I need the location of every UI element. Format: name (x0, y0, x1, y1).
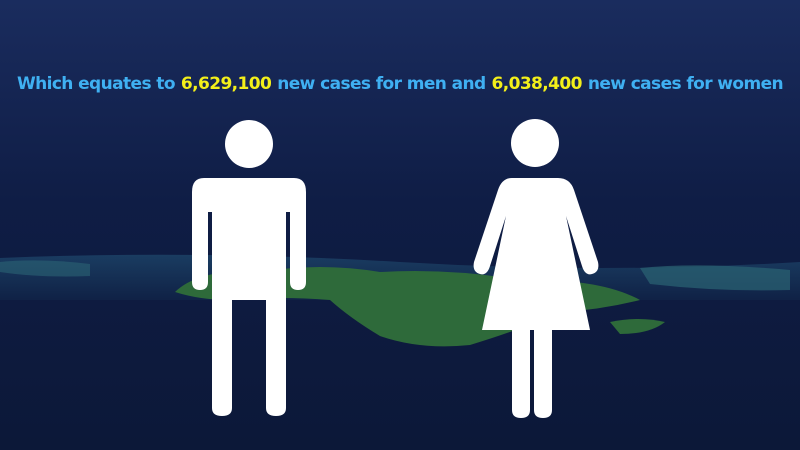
headline-lead: Which equates to (16, 74, 176, 94)
man-icon (192, 120, 306, 416)
map-island (610, 319, 665, 334)
headline: Which equates to 6,629,100 new cases for m… (0, 74, 800, 94)
map-land-far (640, 265, 790, 291)
men-count: 6,629,100 (180, 74, 272, 94)
headline-men-text: new cases for men and (277, 74, 486, 94)
women-count: 6,038,400 (491, 74, 583, 94)
map-land-far (0, 260, 90, 277)
woman-icon (473, 119, 599, 418)
headline-women-text: new cases for women (587, 74, 784, 94)
